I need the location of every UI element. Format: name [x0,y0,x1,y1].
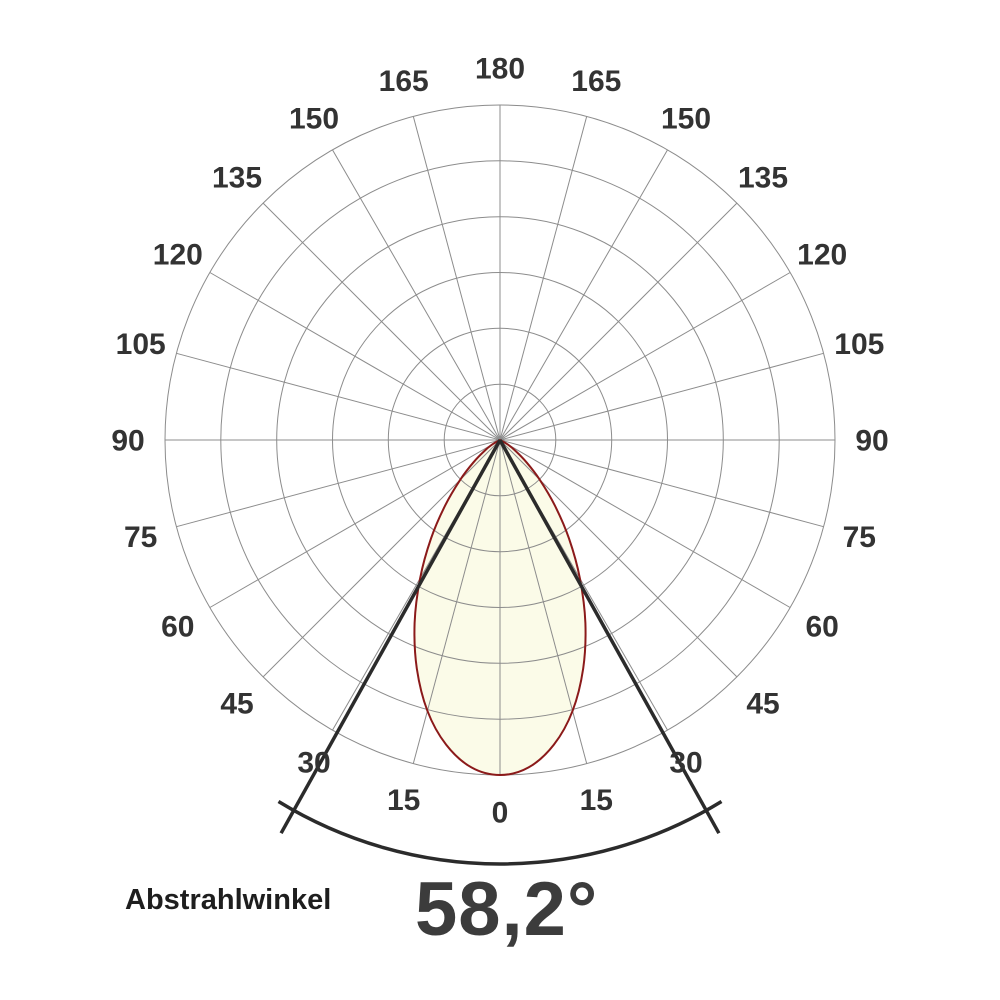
angle-tick-label: 105 [834,328,884,361]
angle-tick-label: 30 [669,747,702,780]
angle-tick-label: 90 [111,425,144,458]
angle-tick-label: 75 [124,521,157,554]
angle-tick-label: 45 [746,688,779,721]
angle-tick-label: 150 [661,102,711,135]
angle-tick-label: 135 [738,162,788,195]
angle-tick-label: 165 [571,65,621,98]
angle-tick-label: 75 [843,521,876,554]
beam-angle-line [498,439,721,835]
beam-angle-arc [277,800,723,866]
angle-tick-label: 60 [161,611,194,644]
angle-tick-label: 105 [116,328,166,361]
angle-tick-label: 180 [475,53,525,86]
angle-tick-label: 150 [289,102,339,135]
angle-tick-label: 15 [580,784,613,817]
angle-tick-label: 60 [806,611,839,644]
angle-tick-label: 15 [387,784,420,817]
angle-tick-label: 45 [220,688,253,721]
angle-tick-label: 30 [297,747,330,780]
angle-tick-label: 120 [153,239,203,272]
beam-angle-line [279,439,502,835]
intensity-lobe-outline [413,439,587,776]
angle-tick-label: 135 [212,162,262,195]
angle-tick-label: 120 [797,239,847,272]
beam-angle-caption-value: 58,2° [415,867,599,952]
angle-tick-label: 90 [855,425,888,458]
angle-tick-label: 165 [379,65,429,98]
angle-tick-label: 0 [492,797,509,830]
beam-angle-caption-label: Abstrahlwinkel [125,884,332,916]
